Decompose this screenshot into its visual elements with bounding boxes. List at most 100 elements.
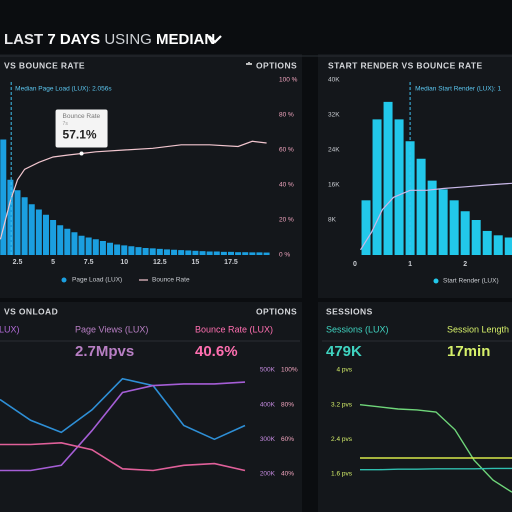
legend-label: Start Render (LUX): [443, 278, 499, 285]
bar: [142, 248, 149, 255]
bar: [227, 251, 234, 255]
bar: [361, 200, 371, 255]
panel: [318, 54, 512, 298]
y-tick-label: 2.4 pvs: [331, 436, 353, 443]
metric-label: Bounce Rate (LUX): [195, 324, 273, 334]
metric-label: Session Length: [447, 324, 509, 334]
bar: [156, 248, 163, 255]
bar: [92, 239, 99, 255]
bar: [35, 209, 42, 255]
metric-value: 479K: [326, 343, 362, 360]
y-tick-label: 3.2 pvs: [331, 401, 353, 408]
panel-title: START RENDER VS BOUNCE RATE: [328, 60, 483, 70]
tooltip-sub: 7s: [63, 121, 69, 127]
tooltip-title: Bounce Rate: [63, 113, 101, 120]
bar: [427, 180, 437, 255]
options-button[interactable]: OPTIONS: [256, 60, 297, 70]
bar: [249, 252, 256, 255]
line: [359, 404, 512, 493]
y-tick-label: 100%: [281, 367, 298, 374]
bar: [42, 214, 49, 255]
header-lead: LAST: [4, 31, 43, 48]
y2-tick-label: 400K: [260, 401, 276, 408]
y2-tick-label: 300K: [260, 436, 276, 443]
panel: [0, 302, 302, 512]
y-tick-label: 16K: [328, 182, 340, 189]
x-tick-label: 5: [51, 259, 55, 266]
metric-label: Page Views (LUX): [75, 324, 148, 334]
bar: [242, 252, 249, 255]
bar: [438, 189, 448, 255]
header-title[interactable]: LAST 7 DAYS USING MEDIAN: [4, 31, 215, 48]
options-button[interactable]: OPTIONS: [256, 306, 297, 316]
median-label: Median Page Load (LUX): 2.056s: [15, 86, 112, 93]
y-tick-label: 32K: [328, 112, 340, 119]
bar: [372, 119, 382, 255]
bar: [163, 249, 170, 255]
bar: [149, 248, 156, 255]
bar: [493, 235, 503, 255]
bar: [128, 246, 135, 255]
tooltip-value: 57.1%: [63, 128, 97, 142]
bar: [21, 197, 28, 255]
bar: [50, 220, 57, 255]
bar: [471, 220, 481, 255]
panel: [0, 54, 302, 298]
y2-tick-label: 200K: [260, 471, 276, 478]
bar: [99, 241, 106, 255]
bar: [394, 119, 404, 255]
bar: [256, 252, 263, 255]
metric-value: 17min: [447, 343, 490, 360]
bar: [14, 190, 21, 255]
x-tick-label: 0: [353, 261, 357, 268]
bar: [78, 235, 85, 255]
bar: [482, 230, 492, 255]
y2-tick-label: 500K: [260, 367, 276, 374]
x-tick-label: 7.5: [84, 259, 94, 266]
x-tick-label: 10: [120, 259, 128, 266]
bar: [185, 250, 192, 255]
y-tick-label: 60%: [281, 436, 294, 443]
y-tick-label: 80 %: [279, 112, 294, 119]
header-stat: MEDIAN: [156, 31, 215, 48]
gear-icon: [246, 62, 252, 65]
tooltip: [55, 109, 108, 148]
bar: [178, 250, 185, 255]
line: [360, 467, 512, 471]
x-tick-label: 17.5: [224, 259, 238, 266]
legend-swatch: [433, 278, 439, 284]
x-tick-label: 1: [408, 261, 412, 268]
bar: [199, 251, 206, 255]
y-tick-label: 0 %: [279, 252, 290, 259]
chevron[interactable]: [208, 35, 222, 44]
line: [0, 140, 267, 240]
metric-label: (LUX): [0, 324, 20, 334]
panel-title: VS ONLOAD: [4, 306, 58, 316]
line: [359, 182, 512, 251]
metric-value: 40.6%: [195, 343, 238, 360]
bar: [7, 179, 14, 255]
bar: [107, 242, 114, 255]
line: [0, 377, 246, 441]
y-tick-label: 1.6 pvs: [331, 471, 353, 478]
y-tick-label: 100 %: [279, 77, 298, 84]
y-tick-label: 40%: [281, 471, 294, 478]
y-tick-label: 8K: [328, 217, 337, 224]
bar: [220, 251, 227, 255]
bar: [57, 225, 64, 255]
bar: [0, 139, 7, 255]
hover-point: [79, 151, 84, 156]
y-tick-label: 40K: [328, 77, 340, 84]
y-tick-label: 80%: [281, 401, 294, 408]
bar: [449, 200, 459, 255]
panel: [318, 302, 512, 512]
bar: [85, 237, 92, 255]
y-tick-label: 40 %: [279, 182, 294, 189]
bar: [460, 211, 470, 255]
bar: [206, 251, 213, 255]
y-tick-label: 60 %: [279, 147, 294, 154]
median-label: Median Start Render (LUX): 1: [415, 86, 501, 93]
legend-label: Bounce Rate: [152, 277, 190, 284]
x-tick-label: 2: [463, 261, 467, 268]
metric-label: Sessions (LUX): [326, 324, 389, 334]
